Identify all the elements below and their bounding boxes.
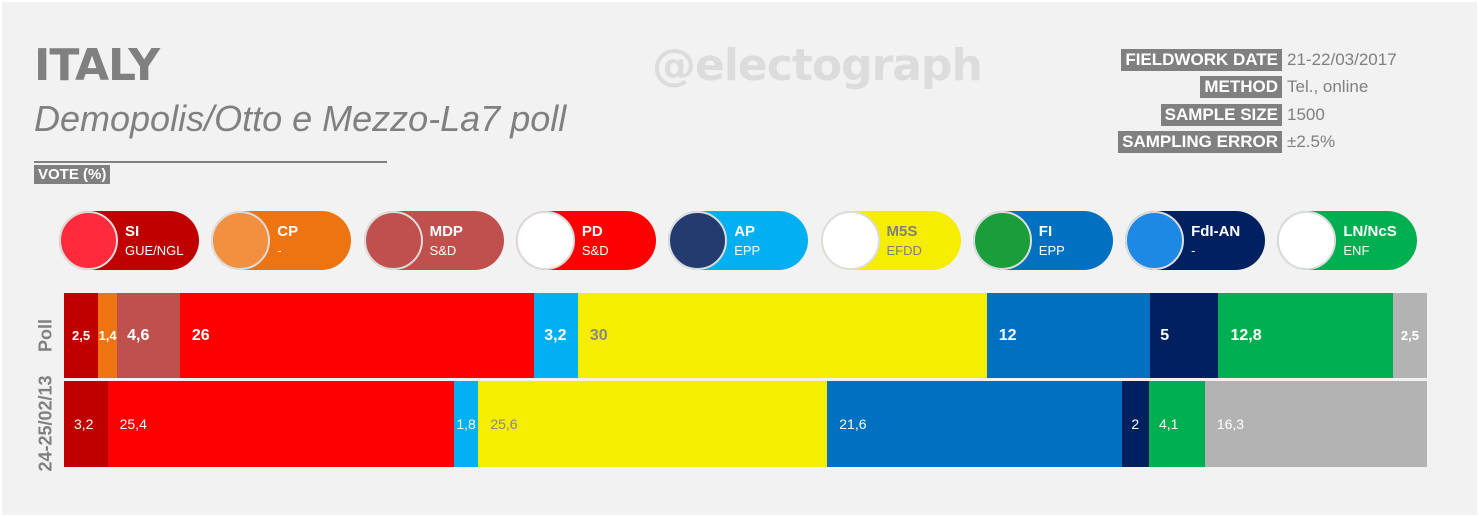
party-logo-icon	[1277, 211, 1337, 270]
bar-segment-mdp: 4,6	[117, 293, 180, 378]
bar-segment-ln-ncs: 12,8	[1218, 293, 1393, 378]
party-logo-icon	[820, 211, 880, 270]
bar-segment-fdi-an: 2	[1121, 381, 1149, 467]
data-label: 3,2	[544, 326, 567, 344]
party-name: PD	[581, 223, 603, 240]
legend-item: SI GUE/NGL	[59, 211, 199, 270]
bar-segment-ap: 1,8	[453, 381, 479, 467]
info-value: Tel., online	[1287, 77, 1369, 97]
legend-item: CP -	[211, 211, 352, 270]
party-group: S&D	[581, 243, 609, 258]
party-group: -	[1191, 243, 1196, 258]
data-label: 1,8	[456, 416, 476, 432]
data-label: 5	[1160, 326, 1170, 344]
poll-subtitle: Demopolis/Otto e Mezzo-La7 poll	[34, 98, 567, 139]
party-name: FI	[1038, 223, 1053, 240]
bar-segment-si: 3,2	[64, 381, 108, 467]
info-row: SAMPLE SIZE 1500	[1118, 101, 1437, 129]
poll-info: FIELDWORK DATE 21-22/03/2017 METHOD Tel., o…	[1118, 46, 1437, 156]
info-value: 21-22/03/2017	[1287, 49, 1397, 69]
data-label: 30	[589, 326, 608, 344]
party-name: M5S	[886, 223, 918, 240]
party-group: -	[277, 243, 282, 258]
section-label: VOTE (%)	[34, 165, 111, 184]
party-name: MDP	[429, 223, 463, 240]
info-row: FIELDWORK DATE 21-22/03/2017	[1118, 46, 1437, 74]
legend-item: PD S&D	[515, 211, 656, 270]
legend-item: M5S EFDD	[820, 211, 961, 270]
bar-segment-pd: 26	[179, 293, 535, 378]
party-logo-icon	[363, 211, 423, 270]
party-group: EPP	[1038, 243, 1065, 258]
party-group: EPP	[734, 243, 761, 258]
party-name: SI	[125, 223, 140, 240]
party-logo-icon	[668, 211, 728, 270]
party-name: CP	[277, 223, 299, 240]
data-label: 3,2	[74, 416, 94, 432]
divider	[34, 161, 387, 163]
info-label: SAMPLING ERROR	[1118, 131, 1282, 154]
party-name: AP	[734, 223, 756, 240]
data-label: 25,6	[490, 416, 518, 432]
bar-segment-ap: 3,2	[534, 293, 578, 378]
data-label: 2,5	[71, 328, 91, 343]
row-label-2013: 24-25/02/13	[35, 375, 56, 472]
data-label: 2,5	[1400, 328, 1419, 343]
party-group: S&D	[429, 243, 457, 258]
bar-segment-ln-ncs: 4,1	[1148, 381, 1205, 467]
party-name: LN/NcS	[1343, 223, 1397, 240]
party-logo-icon	[1125, 211, 1185, 270]
bar-segment-cp: 1,4	[98, 293, 118, 378]
info-row: METHOD Tel., online	[1118, 74, 1437, 102]
info-label: SAMPLE SIZE	[1160, 103, 1282, 126]
bar-segment-fi: 12	[986, 293, 1151, 378]
data-label: 12	[998, 326, 1017, 344]
bar-segment-pd: 25,4	[107, 381, 454, 467]
party-group: ENF	[1343, 243, 1370, 258]
bar-segment-fi: 21,6	[827, 381, 1122, 467]
data-label: 1,4	[98, 328, 117, 343]
info-label: FIELDWORK DATE	[1121, 48, 1282, 71]
bar-segment-m5s: 30	[577, 293, 987, 378]
data-label: 4,6	[127, 326, 150, 344]
party-group: EFDD	[886, 243, 922, 258]
legend-item: AP EPP	[668, 211, 809, 270]
data-label: 2	[1131, 416, 1140, 432]
data-label: 26	[191, 326, 210, 344]
country-title: ITALY	[34, 40, 160, 91]
info-value: ±2.5%	[1287, 132, 1336, 152]
data-label: 16,3	[1216, 416, 1245, 432]
bar-segment-si: 2,5	[64, 293, 99, 378]
party-name: FdI-AN	[1191, 223, 1241, 240]
bar-segment-others: 2,5	[1392, 293, 1427, 378]
data-label: 21,6	[839, 416, 867, 432]
bar-segment-fdi-an: 5	[1150, 293, 1219, 378]
data-label: 4,1	[1158, 416, 1179, 432]
bar-segment-m5s: 25,6	[478, 381, 828, 467]
legend-item: FdI-AN -	[1125, 211, 1266, 270]
party-logo-icon	[59, 211, 118, 270]
party-logo-icon	[515, 211, 575, 270]
row-label-poll: Poll	[35, 319, 56, 353]
info-row: SAMPLING ERROR ±2.5%	[1118, 129, 1437, 157]
party-logo-icon	[972, 211, 1032, 270]
bar-segment-others: 16,3	[1204, 381, 1427, 467]
data-label: 12,8	[1230, 326, 1262, 344]
party-logo-icon	[211, 211, 271, 270]
data-label: 25,4	[119, 416, 147, 432]
legend-item: FI EPP	[972, 211, 1113, 270]
info-value: 1500	[1287, 104, 1325, 124]
watermark: @electograph	[652, 40, 983, 91]
info-label: METHOD	[1200, 76, 1282, 99]
legend-item: LN/NcS ENF	[1277, 211, 1418, 270]
legend-item: MDP S&D	[363, 211, 504, 270]
party-group: GUE/NGL	[125, 243, 184, 258]
